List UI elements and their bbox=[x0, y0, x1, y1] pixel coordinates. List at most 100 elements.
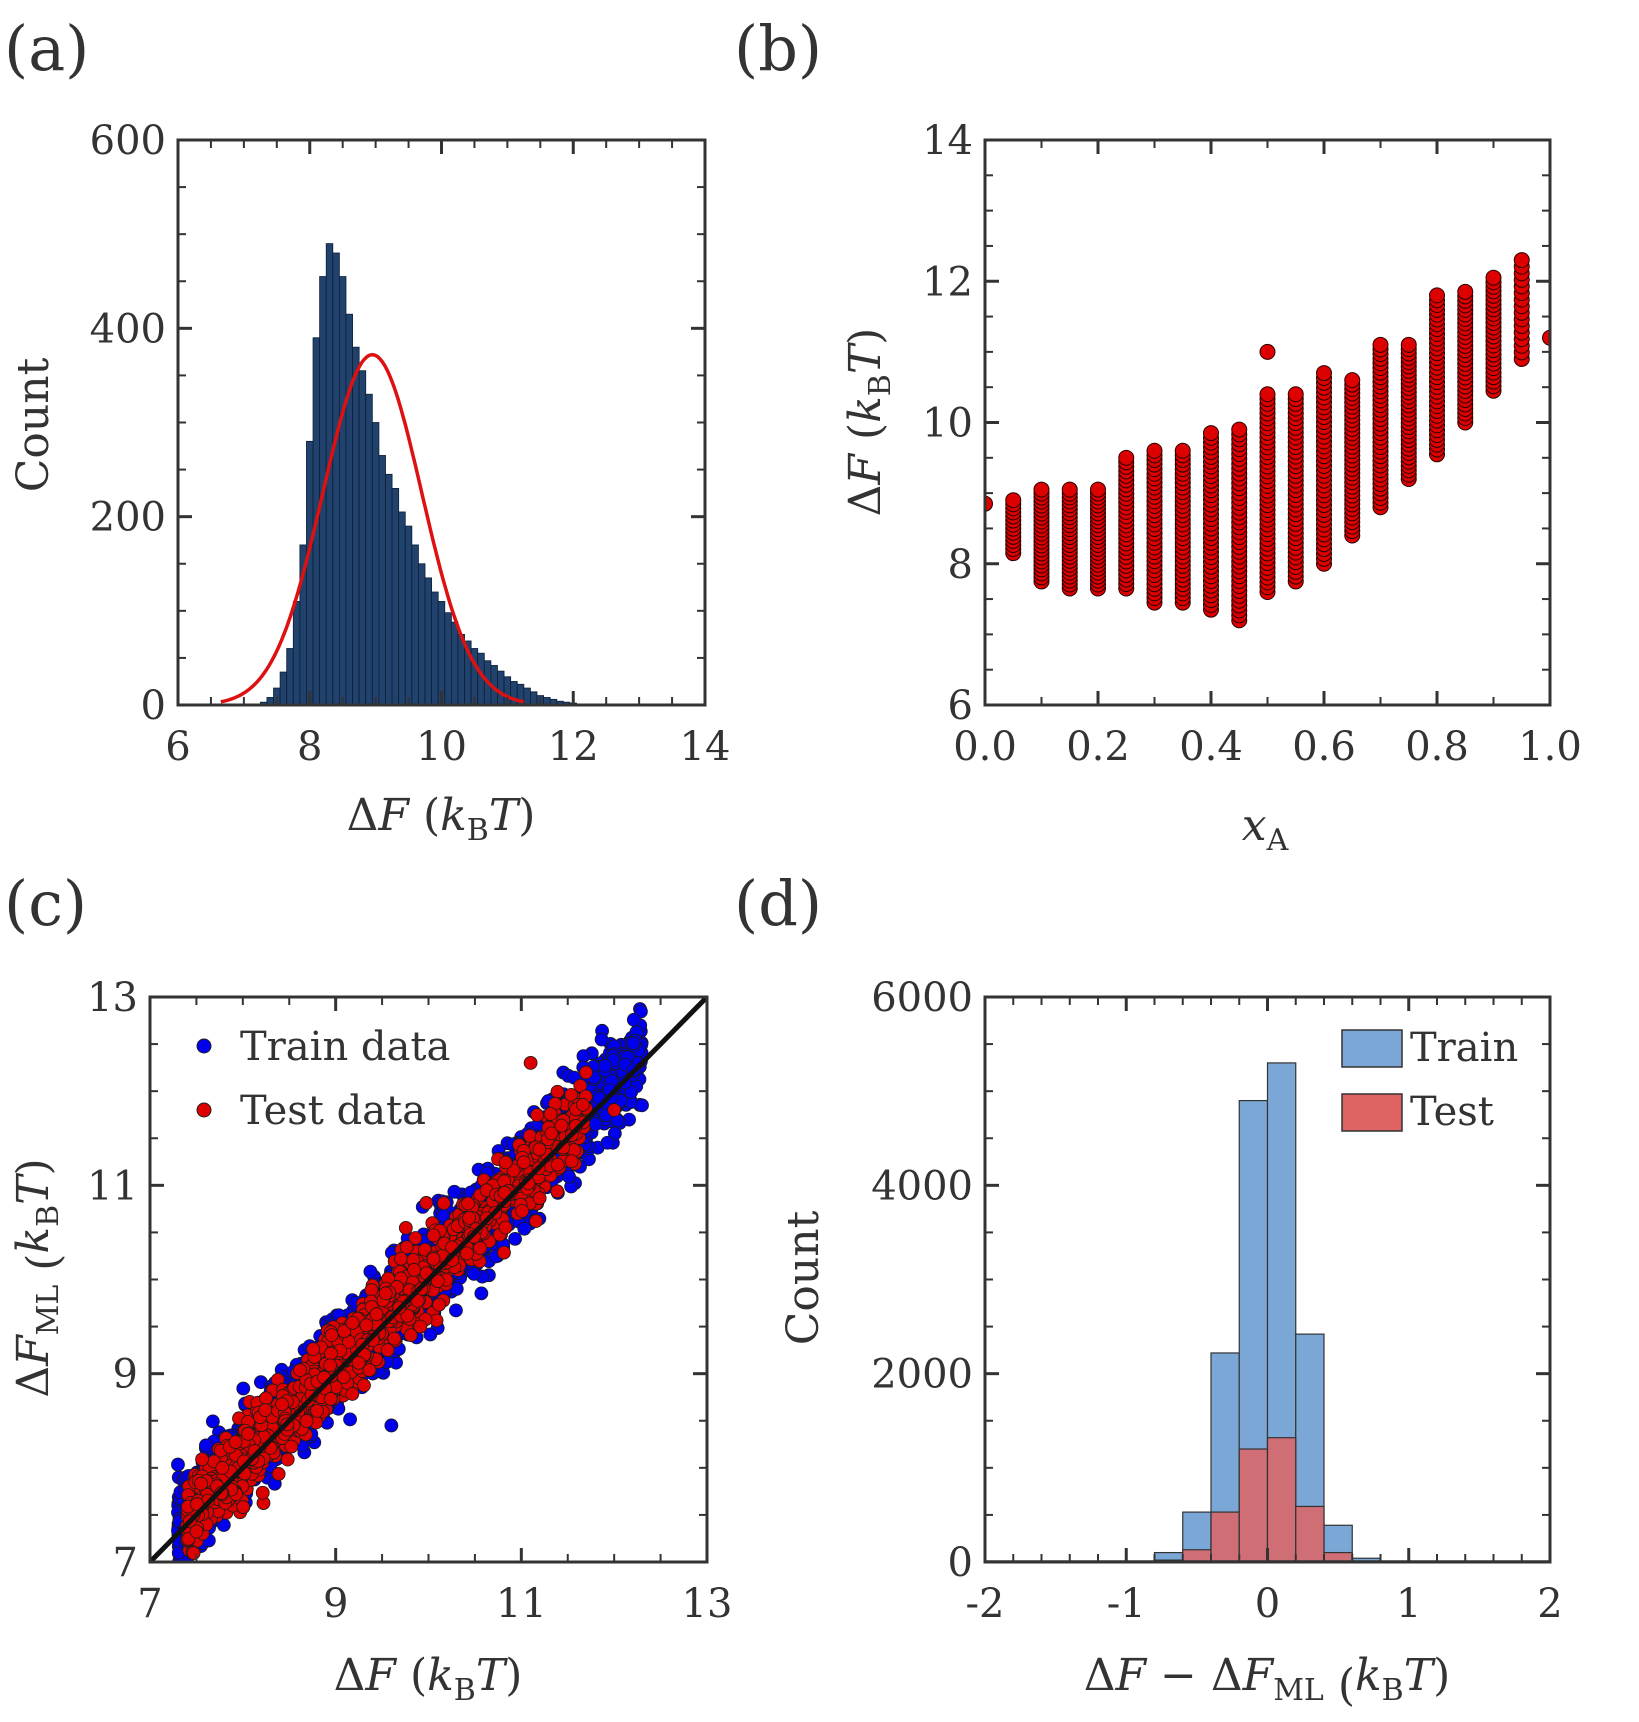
a-axes: 6 8 10 12 14 0 200 400 600 bbox=[90, 118, 731, 770]
b-point bbox=[1033, 481, 1050, 498]
b-ytick-label: 6 bbox=[948, 683, 973, 729]
c-point-test-data bbox=[407, 1262, 422, 1277]
a-gaussian-fit-line bbox=[220, 352, 525, 704]
b-point bbox=[1429, 287, 1445, 304]
c-point-test-data bbox=[408, 1231, 423, 1245]
b-point bbox=[1287, 386, 1304, 403]
a-xtick-label: 10 bbox=[416, 724, 467, 770]
b-xtick-label: 0.4 bbox=[1179, 724, 1243, 770]
d-legend-swatch-test bbox=[1341, 1093, 1403, 1132]
c-point-train-data bbox=[467, 1266, 481, 1281]
b-point bbox=[1118, 449, 1135, 466]
c-ytick-label: 7 bbox=[113, 1540, 138, 1586]
d-ytick-label: 4000 bbox=[871, 1163, 973, 1209]
a-bar bbox=[358, 370, 367, 705]
c-point-test-data bbox=[575, 1097, 590, 1112]
c-point-test-data bbox=[284, 1439, 299, 1454]
c-xtick-label: 11 bbox=[496, 1581, 547, 1627]
a-bar bbox=[530, 691, 538, 705]
panel-d: (d) -2 -1 0 1 2 0 2000 4000 6000 Train Test ΔF −… bbox=[734, 867, 1563, 1711]
c-point-train-data bbox=[517, 1221, 532, 1236]
c-point-test-data bbox=[564, 1087, 579, 1102]
c-point-test-data bbox=[351, 1355, 366, 1370]
c-point-test-data bbox=[369, 1307, 384, 1322]
d-bar-test bbox=[1238, 1448, 1269, 1562]
b-point bbox=[1146, 442, 1163, 459]
a-ylabel: Count bbox=[8, 357, 59, 492]
a-bar bbox=[306, 440, 314, 705]
a-xtick-label: 12 bbox=[548, 724, 599, 770]
a-bar bbox=[418, 563, 426, 705]
c-point-train-data bbox=[594, 1032, 609, 1047]
c-point-test-data bbox=[461, 1196, 475, 1211]
c-point-test-data bbox=[564, 1154, 579, 1169]
b-ytick-label: 14 bbox=[922, 118, 973, 164]
b-point bbox=[1061, 481, 1078, 498]
c-point-test-data bbox=[462, 1211, 477, 1225]
c-point-test-data bbox=[426, 1252, 441, 1266]
c-xtick-label: 13 bbox=[682, 1581, 733, 1627]
b-ytick-label: 12 bbox=[922, 259, 973, 305]
c-point-test-data bbox=[215, 1461, 230, 1475]
c-point-test-data bbox=[380, 1343, 395, 1358]
panel-label-a: (a) bbox=[4, 12, 89, 85]
c-point-train-data bbox=[600, 1135, 615, 1150]
c-point-train-data bbox=[236, 1381, 251, 1396]
b-points bbox=[985, 252, 1550, 629]
a-bar bbox=[371, 422, 380, 705]
a-xtick-label: 6 bbox=[165, 724, 190, 770]
c-xtick-label: 7 bbox=[137, 1581, 162, 1627]
c-point-test-data bbox=[550, 1157, 565, 1172]
c-point-test-data bbox=[436, 1196, 451, 1211]
d-ytick-label: 0 bbox=[948, 1540, 973, 1586]
c-point-test-data bbox=[195, 1452, 209, 1467]
a-bar bbox=[385, 473, 393, 705]
c-point-test-data bbox=[530, 1108, 545, 1122]
a-ytick-label: 400 bbox=[90, 306, 166, 352]
c-point-test-data bbox=[293, 1363, 307, 1378]
d-xtick-label: 0 bbox=[1255, 1581, 1280, 1627]
b-point bbox=[1259, 343, 1276, 360]
panel-label-c: (c) bbox=[4, 867, 87, 940]
c-point-test-data bbox=[241, 1426, 256, 1441]
d-xtick-label: -1 bbox=[1107, 1581, 1146, 1627]
c-point-test-data bbox=[189, 1524, 204, 1539]
c-point-test-data bbox=[498, 1155, 513, 1170]
c-point-train-data bbox=[423, 1327, 438, 1342]
b-point bbox=[1400, 336, 1417, 353]
b-point bbox=[1005, 492, 1022, 509]
a-bar bbox=[523, 687, 531, 705]
c-ytick-label: 9 bbox=[113, 1352, 138, 1398]
c-xtick-label: 9 bbox=[323, 1581, 348, 1627]
b-xtick-label: 1.0 bbox=[1518, 724, 1582, 770]
d-legend-swatch-train bbox=[1341, 1029, 1403, 1068]
a-xtick-label: 14 bbox=[680, 724, 731, 770]
c-legend-marker-test bbox=[196, 1102, 212, 1118]
a-ytick-label: 200 bbox=[90, 495, 166, 541]
c-point-test-data bbox=[394, 1251, 408, 1266]
panel-c: (c) 7 9 11 13 7 9 11 13 Train data Test data ΔF… bbox=[4, 867, 732, 1708]
c-point-train-data bbox=[626, 1036, 641, 1051]
c-point-train-data bbox=[181, 1564, 194, 1577]
d-bar-test bbox=[1266, 1437, 1297, 1562]
c-point-test-data bbox=[186, 1546, 201, 1561]
d-legend-label-train: Train bbox=[1410, 1025, 1518, 1071]
c-point-train-data bbox=[598, 1058, 613, 1073]
c-point-test-data bbox=[473, 1241, 488, 1255]
c-point-test-data bbox=[258, 1403, 273, 1417]
d-ytick-label: 2000 bbox=[871, 1352, 973, 1398]
c-point-test-data bbox=[523, 1128, 537, 1143]
c-point-test-data bbox=[550, 1084, 565, 1099]
a-bar bbox=[338, 276, 347, 705]
c-point-test-data bbox=[398, 1220, 413, 1235]
c-point-test-data bbox=[426, 1228, 441, 1243]
c-point-test-data bbox=[543, 1107, 558, 1121]
c-point-test-data bbox=[529, 1214, 543, 1228]
d-legend: Train Test bbox=[1341, 1025, 1518, 1135]
c-point-train-data bbox=[178, 1565, 191, 1578]
a-ytick-label: 0 bbox=[141, 683, 166, 729]
c-point-test-data bbox=[410, 1293, 425, 1308]
a-bar bbox=[332, 252, 340, 705]
a-bar bbox=[279, 671, 288, 705]
c-point-test-data bbox=[413, 1319, 428, 1334]
